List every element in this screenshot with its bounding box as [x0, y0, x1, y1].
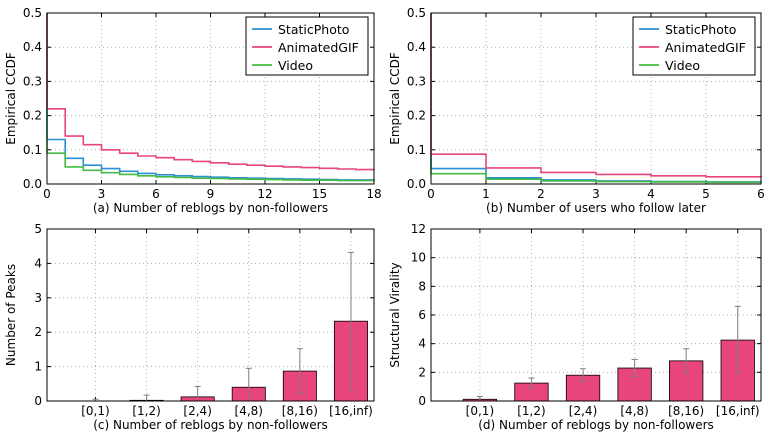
- x-tick-label: [0,1): [81, 404, 109, 418]
- y-tick-label: 12: [411, 222, 426, 236]
- x-tick-label: 6: [152, 187, 160, 201]
- y-tick-label: 0.4: [23, 40, 42, 54]
- y-axis-label: Empirical CCDF: [388, 52, 402, 145]
- y-tick-label: 0.1: [23, 143, 42, 157]
- legend-label-StaticPhoto: StaticPhoto: [665, 22, 736, 37]
- legend-label-StaticPhoto: StaticPhoto: [278, 22, 349, 37]
- x-tick-label: [2,4): [569, 404, 597, 418]
- x-tick-label: 9: [207, 187, 215, 201]
- x-tick-label: [16,inf): [716, 404, 760, 418]
- y-axis-label: Empirical CCDF: [4, 52, 18, 145]
- y-tick-label: 0.5: [407, 6, 426, 20]
- x-tick-label: [2,4): [183, 404, 211, 418]
- legend-label-AnimatedGIF: AnimatedGIF: [665, 40, 746, 55]
- x-axis-label: (c) Number of reblogs by non-followers: [93, 418, 328, 432]
- x-tick-label: [1,2): [517, 404, 545, 418]
- panel-d: 0 2 4 6 8 10 12 [0,1) [1,2) [2,4) [4,8) [8,16) [16,i…: [388, 222, 762, 432]
- y-tick-label: 8: [418, 279, 426, 293]
- x-tick-label: 0: [43, 187, 51, 201]
- plot-frame: [430, 228, 762, 402]
- x-tick-label: [4,8): [620, 404, 648, 418]
- y-tick-label: 0.5: [23, 6, 42, 20]
- x-tick-label: [1,2): [132, 404, 160, 418]
- y-tick-label: 6: [418, 308, 426, 322]
- x-tick-label: [0,1): [466, 404, 494, 418]
- y-tick-label: 0.3: [23, 74, 42, 88]
- legend-label-AnimatedGIF: AnimatedGIF: [278, 40, 359, 55]
- x-tick-label: [4,8): [235, 404, 263, 418]
- legend-box: [245, 16, 369, 76]
- y-tick-label: 10: [411, 251, 426, 265]
- y-tick-label: 0: [418, 394, 426, 408]
- x-axis-label: (a) Number of reblogs by non-followers: [93, 201, 328, 215]
- y-tick-label: 2: [34, 325, 42, 339]
- x-tick-label: [16,inf): [329, 404, 373, 418]
- panel-b: 0.0 0.1 0.2 0.3 0.4 0.5 0 1 2 3 4 5 6 (b) Number of u…: [388, 6, 765, 215]
- plot-frame: [46, 228, 375, 402]
- y-tick-label: 0.0: [407, 177, 426, 191]
- series-line-Video: [46, 13, 375, 182]
- y-tick-label: 4: [418, 337, 426, 351]
- y-tick-label: 0.4: [407, 40, 426, 54]
- x-tick-label: 12: [257, 187, 272, 201]
- panel-a: 0.0 0.1 0.2 0.3 0.4 0.5 0 3 6 9 12 15 18 (a) Number o…: [4, 6, 382, 215]
- x-tick-label: 3: [98, 187, 106, 201]
- y-tick-label: 1: [34, 360, 42, 374]
- y-tick-label: 0.0: [23, 177, 42, 191]
- plot-frame: [46, 12, 375, 185]
- y-tick-label: 4: [34, 256, 42, 270]
- y-axis-label: Structural Virality: [388, 262, 402, 367]
- y-tick-label: 5: [34, 222, 42, 236]
- x-tick-label: 4: [647, 187, 655, 201]
- y-tick-label: 2: [418, 365, 426, 379]
- y-axis-label: Number of Peaks: [4, 264, 18, 366]
- x-tick-label: 5: [702, 187, 710, 201]
- y-tick-label: 0.3: [407, 74, 426, 88]
- y-tick-label: 0.2: [23, 109, 42, 123]
- legend-label-Video: Video: [665, 58, 700, 73]
- x-tick-label: 0: [427, 187, 435, 201]
- series-line-Video: [430, 13, 762, 184]
- x-tick-label: [8,16): [668, 404, 704, 418]
- legend: StaticPhoto AnimatedGIF Video: [632, 16, 756, 76]
- y-tick-label: 0.2: [407, 109, 426, 123]
- series-line-AnimatedGIF: [46, 13, 375, 171]
- legend-label-Video: Video: [278, 58, 313, 73]
- x-tick-label: 6: [757, 187, 765, 201]
- x-tick-label: 15: [312, 187, 327, 201]
- legend: StaticPhoto AnimatedGIF Video: [245, 16, 369, 76]
- panel-c: 0 1 2 3 4 5 [0,1) [1,2) [2,4) [4,8) [8,16) [16,inf)…: [4, 222, 375, 432]
- series-line-AnimatedGIF: [430, 13, 762, 178]
- x-tick-label: 2: [537, 187, 545, 201]
- x-tick-label: [8,16): [282, 404, 318, 418]
- x-axis-label: (d) Number of reblogs by non-followers: [478, 418, 714, 432]
- x-tick-label: 18: [366, 187, 381, 201]
- series-line-StaticPhoto: [46, 13, 375, 181]
- y-tick-label: 0.1: [407, 143, 426, 157]
- x-tick-label: 1: [482, 187, 490, 201]
- x-axis-label: (b) Number of users who follow later: [486, 201, 706, 215]
- y-tick-label: 3: [34, 291, 42, 305]
- y-tick-label: 0: [34, 394, 42, 408]
- plot-frame: [430, 12, 762, 185]
- x-tick-label: 3: [592, 187, 600, 201]
